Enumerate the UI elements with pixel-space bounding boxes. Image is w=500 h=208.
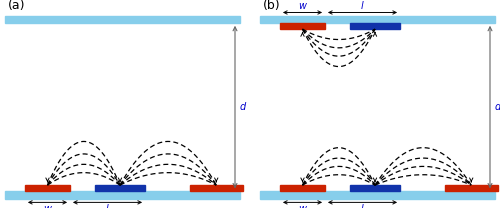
Bar — [280, 23, 325, 29]
Text: w: w — [298, 1, 306, 11]
Bar — [25, 185, 70, 191]
Text: (b): (b) — [262, 0, 280, 12]
Bar — [280, 185, 325, 191]
Text: d: d — [495, 102, 500, 112]
Bar — [350, 185, 400, 191]
Bar — [5, 16, 240, 23]
Text: w: w — [298, 204, 306, 208]
Bar — [260, 191, 495, 199]
Bar — [190, 185, 242, 191]
Text: l: l — [361, 204, 364, 208]
Text: d: d — [240, 102, 246, 112]
Bar — [350, 23, 400, 29]
Bar — [260, 16, 495, 23]
Text: w: w — [44, 204, 52, 208]
Bar — [5, 191, 240, 199]
Text: l: l — [361, 1, 364, 11]
Text: (a): (a) — [8, 0, 25, 12]
Text: l: l — [106, 204, 109, 208]
Bar — [445, 185, 498, 191]
Bar — [95, 185, 145, 191]
